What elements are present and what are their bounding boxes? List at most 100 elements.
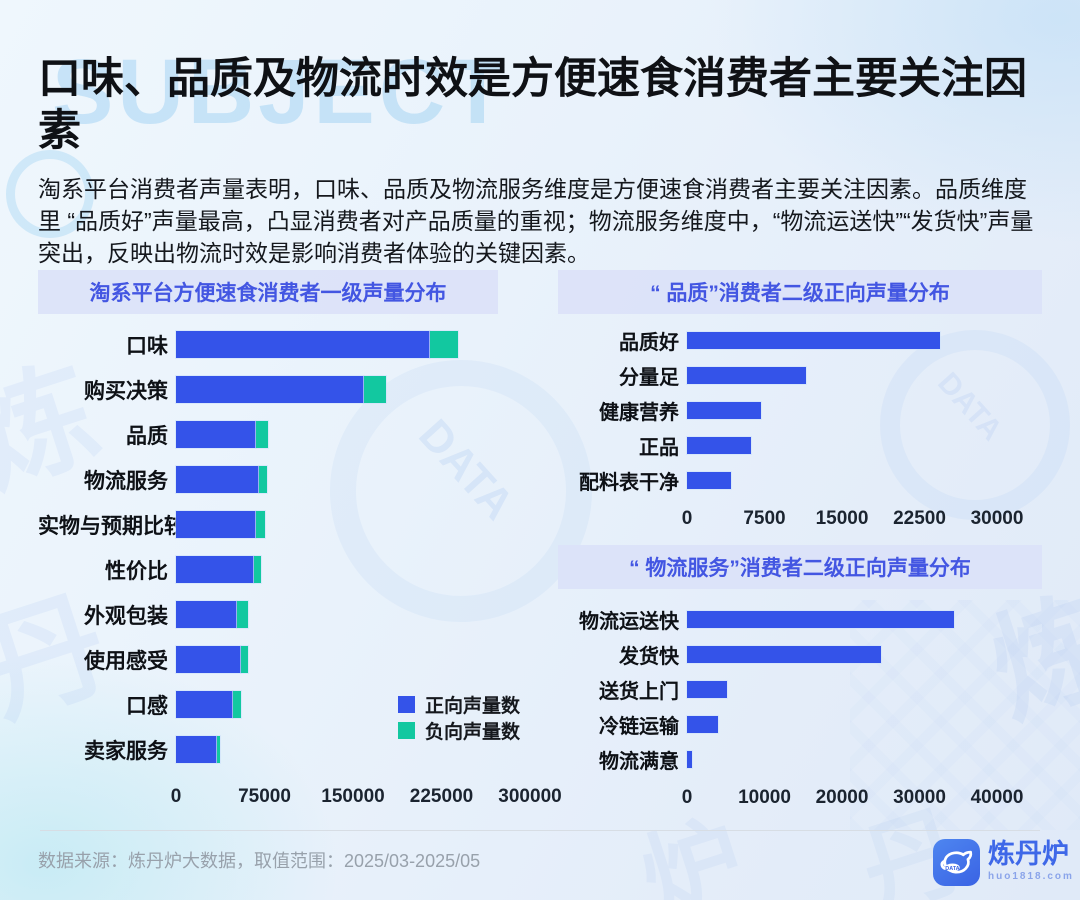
positive-bar: [176, 691, 233, 718]
bar-row: 物流运送快: [558, 602, 1078, 637]
bar-row: 品质好: [558, 323, 1078, 358]
category-label: 分量足: [619, 367, 679, 389]
category-label: 物流满意: [599, 751, 679, 773]
axis-tick: 30000: [970, 508, 1024, 529]
chart-legend: 正向声量数 负向声量数: [398, 691, 520, 743]
axis-tick: 40000: [970, 787, 1024, 808]
positive-bar: [687, 402, 762, 419]
axis-tick: 300000: [498, 786, 562, 807]
positive-bar: [176, 331, 430, 358]
chart-title: “ 品质”消费者二级正向声量分布: [650, 282, 950, 305]
positive-bar: [176, 601, 238, 628]
bar-row: 性价比: [38, 547, 578, 592]
bar-row: 发货快: [558, 637, 1078, 672]
category-label: 正品: [639, 437, 679, 459]
svg-text:DATA: DATA: [945, 865, 959, 871]
negative-swatch-icon: [398, 721, 415, 739]
bar-row: 购买决策: [38, 367, 578, 412]
page-title: 口味、品质及物流时效是方便速食消费者主要关注因素: [38, 54, 1027, 155]
negative-bar: [256, 421, 269, 448]
negative-bar: [217, 736, 221, 763]
bar-row: 实物与预期比较: [38, 502, 578, 547]
category-label: 购买决策: [84, 379, 168, 403]
category-label: 使用感受: [84, 649, 168, 673]
bar-track: [687, 472, 997, 489]
category-label: 健康营养: [599, 402, 679, 424]
axis-tick: 0: [681, 787, 693, 808]
bar-row: 口味: [38, 322, 578, 367]
positive-bar: [687, 332, 941, 349]
footer-divider: [40, 830, 1040, 831]
bar-row: 外观包装: [38, 592, 578, 637]
category-label: 物流运送快: [579, 611, 679, 633]
positive-bar: [176, 376, 364, 403]
category-label: 口感: [126, 694, 168, 718]
category-label: 品质: [126, 424, 168, 448]
bar-track: [687, 716, 997, 733]
axis-tick: 22500: [893, 508, 946, 529]
category-label: 卖家服务: [84, 739, 168, 763]
category-label: 送货上门: [599, 681, 679, 703]
bar-track: [176, 421, 530, 448]
negative-bar: [240, 646, 248, 673]
category-label: 冷链运输: [599, 716, 679, 738]
chart-rows: 品质好分量足健康营养正品配料表干净: [558, 323, 1078, 498]
axis-tick: 7500: [743, 508, 786, 529]
axis-tick: 10000: [738, 787, 791, 808]
chart-header-quality: “ 品质”消费者二级正向声量分布: [558, 270, 1042, 314]
cauldron-icon: DATA: [933, 839, 980, 886]
negative-bar: [253, 556, 261, 583]
bar-track: [687, 646, 997, 663]
negative-bar: [258, 466, 267, 493]
positive-bar: [176, 466, 259, 493]
chart-logistics-secondary: 物流运送快 发货快 送货上门 冷链运输 物流满意 0 10000 20000 30000 400…: [558, 602, 1078, 811]
bar-track: [176, 511, 530, 538]
bar-track: [687, 611, 997, 628]
bar-track: [176, 466, 530, 493]
legend-item-positive: 正向声量数: [398, 691, 520, 717]
axis-tick: 15000: [815, 508, 869, 529]
positive-bar: [687, 611, 955, 628]
brand-logo-text: 炼丹炉 huo1818.com: [988, 839, 1074, 882]
category-label: 口味: [126, 334, 168, 358]
positive-bar: [687, 437, 752, 454]
chart-header-primary-volume: 淘系平台方便速食消费者一级声量分布: [38, 270, 498, 314]
bar-track: [687, 367, 997, 384]
axis-tick: 225000: [409, 786, 474, 807]
bar-track: [176, 376, 530, 403]
brand-site: huo1818.com: [988, 871, 1074, 882]
bar-row: 配料表干净: [558, 463, 1078, 498]
bar-track: [176, 556, 530, 583]
bar-track: [687, 332, 997, 349]
bar-row: 健康营养: [558, 393, 1078, 428]
legend-label: 负向声量数: [425, 721, 521, 743]
positive-bar: [176, 556, 254, 583]
category-label: 外观包装: [84, 604, 168, 628]
positive-bar: [687, 646, 881, 663]
bar-track: [687, 402, 997, 419]
category-label: 实物与预期比较: [38, 514, 185, 538]
bar-track: [176, 691, 530, 718]
negative-bar: [256, 511, 266, 538]
data-source-note: 数据来源：炼丹炉大数据，取值范围：2025/03-2025/05: [38, 851, 481, 871]
bar-track: [176, 736, 530, 763]
chart-primary-volume: 口味 购买决策 品质 物流服务 实物与预期比较 性价比 外观包装 使用感受 口感 卖家服务 0 75…: [38, 322, 578, 810]
chart-rows: 物流运送快发货快送货上门冷链运输物流满意: [558, 602, 1078, 777]
bar-row: 口感: [38, 682, 578, 727]
bar-track: [687, 751, 997, 768]
axis-tick: 30000: [893, 787, 946, 808]
positive-bar: [687, 681, 728, 698]
axis-tick: 0: [170, 786, 182, 807]
bar-row: 卖家服务: [38, 727, 578, 772]
positive-swatch-icon: [398, 695, 415, 713]
chart-title: 淘系平台方便速食消费者一级声量分布: [89, 282, 447, 305]
chart-header-logistics: “ 物流服务”消费者二级正向声量分布: [558, 545, 1042, 589]
page-description: 淘系平台消费者声量表明，口味、品质及物流服务维度是方便速食消费者主要关注因素。品…: [38, 176, 1034, 266]
bar-row: 分量足: [558, 358, 1078, 393]
positive-bar: [687, 751, 693, 768]
bar-row: 使用感受: [38, 637, 578, 682]
category-label: 性价比: [105, 559, 168, 583]
bar-row: 品质: [38, 412, 578, 457]
positive-bar: [687, 716, 718, 733]
bar-row: 冷链运输: [558, 707, 1078, 742]
